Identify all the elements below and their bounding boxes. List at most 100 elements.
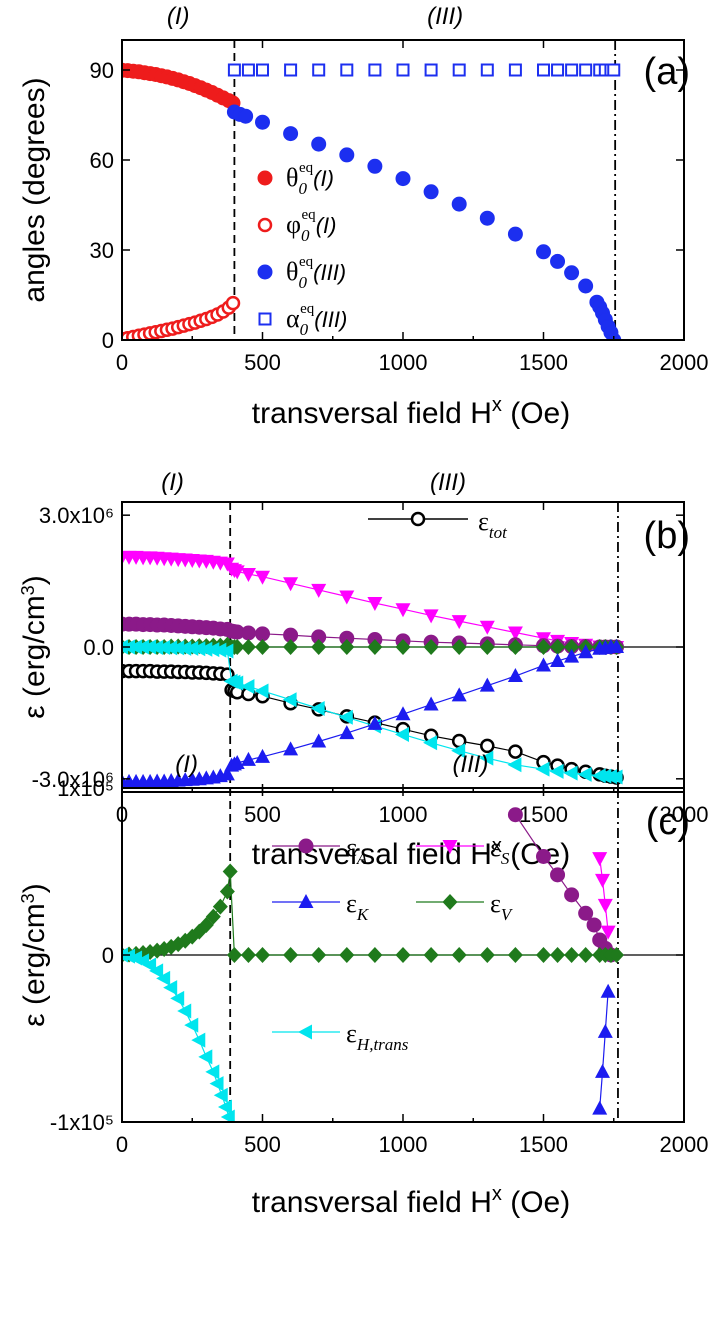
legend-sup: eq: [299, 254, 314, 270]
y-tick-label: 90: [90, 58, 114, 83]
data-point: [423, 184, 439, 200]
x-tick-label: 1000: [379, 802, 428, 827]
data-point: [595, 873, 611, 888]
legend-marker: [298, 1024, 312, 1040]
data-point: [222, 863, 238, 880]
data-point: [508, 744, 523, 759]
data-point: [368, 63, 382, 77]
y-tick-label: 60: [90, 148, 114, 173]
legend-marker: [298, 894, 314, 908]
y-axis-label: angles (degrees): [18, 77, 51, 302]
series-1: [592, 852, 616, 940]
x-tick-label: 2000: [660, 350, 709, 375]
legend-entry: εS: [490, 833, 510, 868]
data-point: [479, 620, 495, 635]
data-point: [229, 675, 244, 691]
series-4: [122, 947, 235, 1122]
data-point: [284, 63, 298, 77]
data-point: [283, 741, 299, 756]
x-axis-label: transversal field Hx (Oe): [252, 394, 570, 430]
x-axis-label: transversal field Hx (Oe): [252, 1183, 570, 1219]
data-point: [451, 687, 467, 702]
series-1: [122, 295, 241, 340]
x-tick-label: 2000: [660, 1132, 709, 1157]
legend-symbol: φ: [286, 210, 301, 239]
region-label: (I): [175, 751, 198, 778]
data-point: [451, 743, 466, 759]
x-axis-label-sup: x: [492, 835, 502, 857]
data-point: [220, 1109, 235, 1122]
series-line: [599, 858, 609, 932]
data-point: [219, 883, 235, 900]
x-tick-label: 500: [244, 350, 281, 375]
data-point: [205, 642, 220, 658]
data-point: [480, 738, 495, 754]
x-axis-label-part: (Oe): [502, 397, 570, 430]
data-point: [339, 639, 355, 655]
legend-tail: (I): [316, 213, 337, 238]
data-point: [209, 1076, 224, 1092]
panel-label: (a): [644, 51, 690, 93]
data-point: [536, 639, 551, 655]
y-tick-label: 0.0: [83, 635, 114, 660]
legend-marker: [257, 264, 273, 280]
data-point: [423, 735, 438, 751]
data-point: [578, 644, 594, 659]
series-3: [122, 863, 625, 963]
x-axis-label-part: (Oe): [502, 1186, 570, 1219]
series-3: [227, 63, 621, 77]
legend-symbol: ε: [346, 1019, 357, 1048]
legend-entry: εK: [346, 889, 370, 924]
data-point: [535, 761, 550, 777]
y-axis-label: ε (erg/cm3): [18, 883, 51, 1026]
data-point: [240, 568, 256, 583]
data-point: [395, 726, 409, 742]
data-point: [255, 114, 270, 130]
y-axis-label-part: ε (erg/cm: [18, 595, 51, 718]
data-point: [451, 639, 467, 655]
data-point: [219, 643, 234, 659]
data-point: [229, 565, 245, 580]
legend-sub: 0: [301, 226, 310, 245]
data-point: [507, 226, 523, 242]
data-point: [170, 640, 185, 656]
legend-symbol: ε: [346, 833, 357, 862]
data-point: [241, 63, 255, 77]
data-point: [550, 867, 566, 883]
legend-sup: eq: [299, 160, 314, 176]
legend-entry: εH,trans: [346, 1019, 409, 1054]
data-point: [479, 639, 495, 655]
data-point: [536, 848, 551, 864]
legend-symbol: ε: [346, 889, 357, 918]
data-point: [536, 947, 551, 963]
data-point: [191, 1032, 206, 1048]
data-point: [217, 1099, 232, 1115]
data-point: [198, 641, 213, 657]
region-label: (III): [430, 469, 466, 496]
series-4: [122, 639, 623, 785]
legend-sub: tot: [489, 523, 508, 542]
series-2: [122, 616, 625, 655]
data-point: [595, 1063, 611, 1078]
series-layer: [122, 550, 625, 788]
legend-entry: α0 eq(III): [286, 301, 347, 339]
data-point: [507, 947, 523, 963]
data-point: [283, 639, 299, 655]
data-point: [339, 725, 355, 740]
data-point: [607, 63, 621, 77]
data-point: [142, 957, 157, 973]
y-tick-label: 0: [102, 943, 114, 968]
data-point: [283, 947, 299, 963]
data-point: [550, 639, 566, 655]
data-point: [563, 765, 578, 781]
data-point: [609, 639, 625, 653]
data-point: [609, 947, 625, 963]
data-point: [395, 706, 411, 721]
data-point: [550, 947, 566, 963]
data-point: [339, 590, 355, 605]
data-point: [549, 763, 564, 779]
data-point: [395, 603, 411, 618]
legend-entry: εtot: [478, 507, 508, 542]
legend-entry: θ0 eq(I): [286, 160, 334, 198]
data-point: [205, 1064, 220, 1080]
